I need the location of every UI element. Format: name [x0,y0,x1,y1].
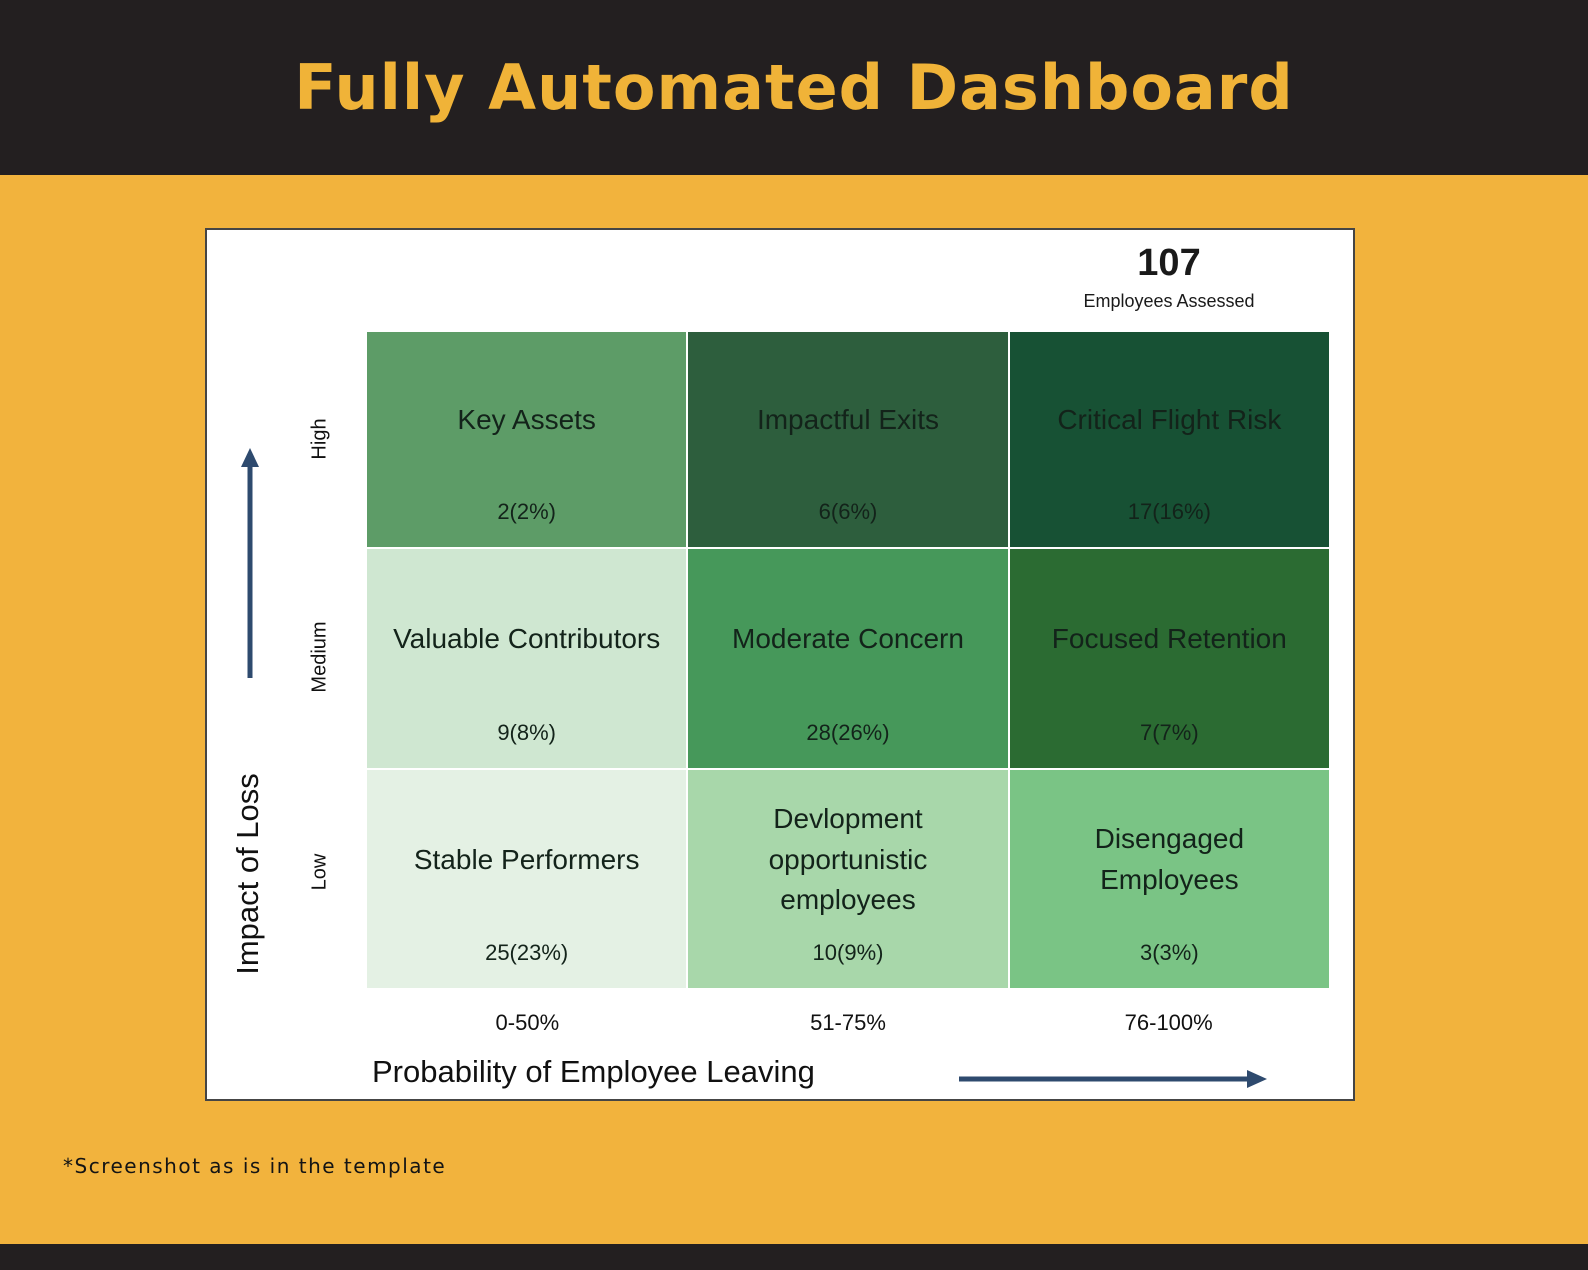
matrix-cell-focused-retention: Focused Retention 7(7%) [1009,549,1329,768]
header: Fully Automated Dashboard [0,0,1588,175]
y-tick-high: High [308,418,331,460]
footnote: *Screenshot as is in the template [63,1154,447,1178]
page-title: Fully Automated Dashboard [294,51,1294,124]
cell-label: Critical Flight Risk [1057,404,1282,436]
x-tick-51-75: 51-75% [810,1010,886,1035]
matrix-cell-moderate-concern: Moderate Concern 28(26%) [688,549,1008,768]
cell-label: Moderate Concern [732,623,964,655]
y-axis-arrow-icon [239,448,261,683]
y-tick-medium: Medium [308,621,331,693]
x-tick-0-50: 0-50% [495,1010,560,1035]
matrix-cell-valuable-contributors: Valuable Contributors 9(8%) [367,549,687,768]
cell-value: 10(9%) [812,940,884,965]
cell-label: Valuable Contributors [393,623,661,655]
y-tick-low: Low [308,853,331,891]
cell-value: 9(8%) [497,720,556,745]
cell-value: 28(26%) [806,720,890,745]
cell-value: 3(3%) [1139,940,1199,965]
employees-assessed-label: Employees Assessed [1083,291,1255,311]
y-axis-title: Impact of Loss [230,773,265,975]
bottom-bar [0,1244,1588,1270]
cell-value: 17(16%) [1127,499,1211,524]
cell-label: Stable Performers [413,843,640,875]
x-axis-arrow-icon [959,1068,1267,1095]
employees-assessed-count: 107 [1137,242,1201,284]
cell-label: Key Assets [457,404,596,436]
cell-label: Disengaged Employees [1094,823,1245,895]
matrix-cell-impactful-exits: Impactful Exits 6(6%) [688,332,1008,547]
cell-value: 2(2%) [497,499,556,524]
x-axis-title: Probability of Employee Leaving [372,1054,815,1089]
matrix-cell-stable-performers: Stable Performers 25(23%) [367,770,687,988]
cell-label: Impactful Exits [756,404,940,436]
x-axis-ticks: 0-50% 51-75% 76-100% [367,1010,1329,1036]
cell-label: Focused Retention [1051,623,1287,655]
x-tick-76-100: 76-100% [1124,1010,1213,1035]
matrix-cell-disengaged-employees: Disengaged Employees 3(3%) [1009,770,1329,988]
cell-value: 25(23%) [485,940,569,965]
cell-value: 7(7%) [1139,720,1199,745]
employees-assessed: 107 Employees Assessed [1019,242,1319,312]
cell-label: Devlopment opportunistic employees [768,803,928,916]
dashboard-panel: 107 Employees Assessed Impact of Loss Hi… [205,228,1355,1101]
matrix-cell-key-assets: Key Assets 2(2%) [367,332,687,547]
risk-matrix: Key Assets 2(2%) Impactful Exits 6(6%) C… [367,332,1329,988]
matrix-cell-critical-flight-risk: Critical Flight Risk 17(16%) [1009,332,1329,547]
matrix-cell-development-opportunistic-employees: Devlopment opportunistic employees 10(9%… [688,770,1008,988]
cell-value: 6(6%) [818,499,878,524]
